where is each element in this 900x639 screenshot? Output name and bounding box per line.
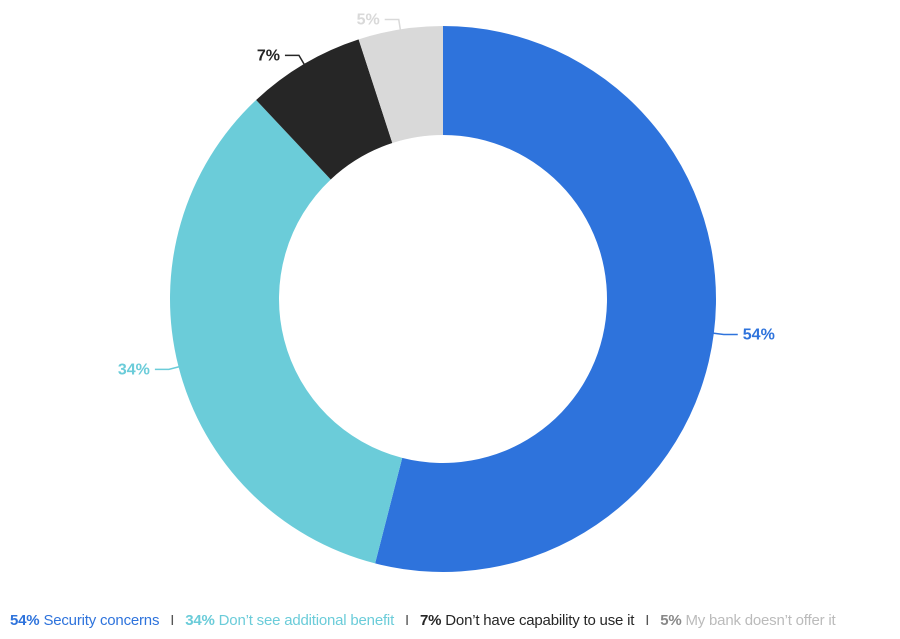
legend-label: Security concerns — [43, 612, 160, 629]
legend-item-bank-no-offer: 5% My bank doesn’t offer it — [660, 612, 835, 629]
donut-slices — [170, 26, 716, 572]
legend-value: 54% — [10, 612, 40, 629]
legend-label: Don’t see additional benefit — [218, 612, 395, 629]
legend-value: 5% — [660, 612, 682, 629]
slice-no-benefit — [170, 99, 403, 564]
slice-security — [375, 26, 716, 572]
slice-label: 7% — [257, 47, 280, 64]
slice-bank-no-offer — [358, 26, 443, 144]
legend-item-security: 54% Security concerns — [10, 612, 159, 629]
legend-separator: I — [645, 612, 650, 629]
leader-line — [154, 365, 181, 371]
legend-value: 34% — [185, 612, 215, 629]
label-leader-lines — [154, 18, 738, 371]
slice-label: 54% — [743, 326, 775, 343]
legend-item-no-benefit: 34% Don’t see additional benefit — [185, 612, 394, 629]
leader-line — [284, 54, 306, 67]
legend-separator: I — [170, 612, 175, 629]
legend-label: Don’t have capability to use it — [445, 612, 635, 629]
slice-labels: 54% 34% 7% 5% — [118, 11, 775, 378]
leader-line — [711, 332, 738, 336]
legend-label: My bank doesn’t offer it — [685, 612, 836, 629]
slice-label: 5% — [357, 11, 380, 28]
slice-no-capability — [256, 39, 393, 180]
leader-line — [384, 18, 402, 32]
slice-label: 34% — [118, 361, 150, 378]
legend-item-no-capability: 7% Don’t have capability to use it — [420, 612, 634, 629]
legend-value: 7% — [420, 612, 442, 629]
legend-separator: I — [405, 612, 410, 629]
legend: 54% Security concerns I 34% Don’t see ad… — [0, 612, 900, 629]
